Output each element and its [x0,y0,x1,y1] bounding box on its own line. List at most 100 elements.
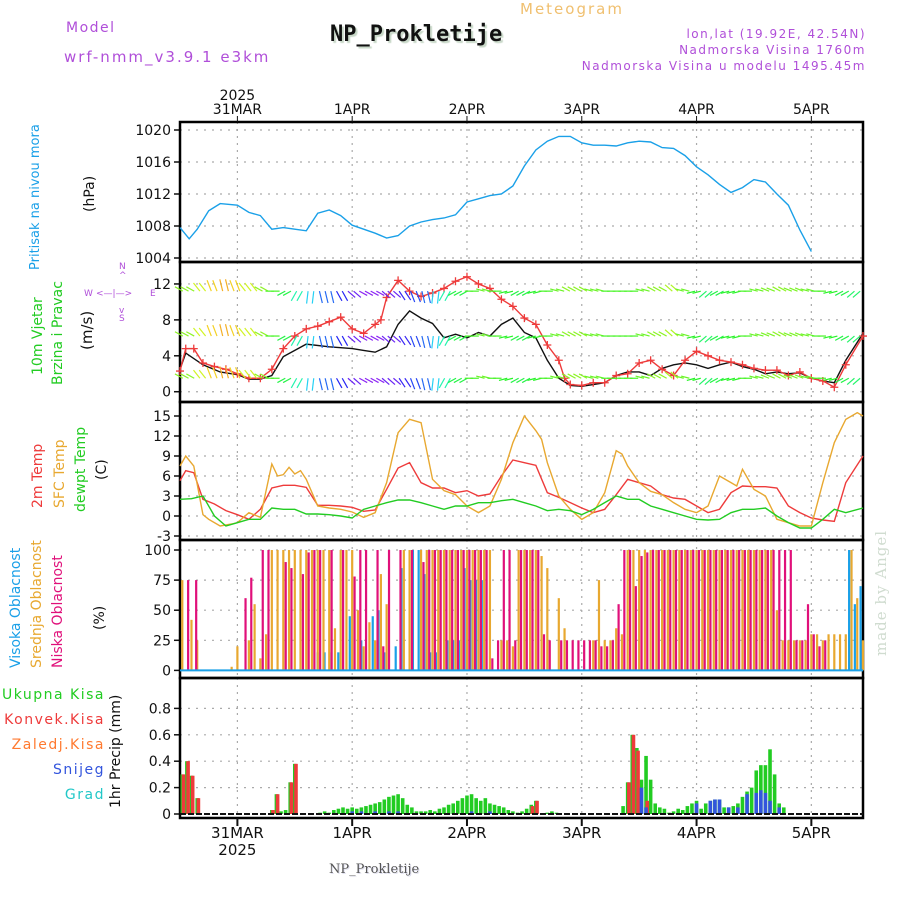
bar-snijeg [488,811,492,814]
wind-barb [282,290,292,296]
bar-ukupna-kisa [460,798,465,814]
bar-srednja-oblacnost [454,550,457,671]
wind-barb [206,367,212,379]
bar-ukupna-kisa [350,807,354,814]
bar-ukupna-kisa [455,800,460,814]
wind-barb [335,335,343,346]
bar-srednja-oblacnost [356,610,360,671]
gust-marker [189,344,198,353]
bar-ukupna-kisa [653,803,658,814]
bottom-x-tick-label: 2APR [447,824,486,842]
wind-barb [704,335,713,343]
wind-barb [311,291,315,304]
wind-barb [715,377,724,384]
bar-niska-oblacnost [313,550,316,671]
series-line-pritisak-na-nivou-mora [179,135,812,252]
wind-barb [658,331,667,337]
bar-niska-oblacnost [640,556,643,671]
wind-barb [387,290,396,298]
wind-barb [290,335,298,346]
bar-ukupna-kisa [341,807,345,814]
wind-barb [409,290,416,303]
wind-barb [306,291,309,304]
bar-konvek-kisa [275,794,280,814]
wind-barb [664,284,673,292]
wind-barb [193,327,201,337]
wind-barb [789,332,798,337]
wind-barb [834,290,844,296]
bar-srednja-oblacnost [253,604,256,671]
wind-barb [444,290,451,302]
bar-srednja-oblacnost [718,550,721,671]
bar-snijeg [396,811,400,814]
wind-barb [840,290,850,296]
bar-niska-oblacnost [732,550,735,671]
y-tick-label: 15 [153,409,171,425]
wind-barb [364,335,374,341]
wind-barb [376,377,385,384]
panel-frame [178,676,865,820]
wind-barb [840,335,850,341]
wind-barb [527,290,536,294]
bar-niska-oblacnost [594,640,597,671]
bar-niska-oblacnost [267,550,270,671]
bar-srednja-oblacnost [385,604,388,671]
bar-srednja-oblacnost [322,550,325,671]
wind-barb [658,373,667,379]
bar-niska-oblacnost [485,550,488,671]
wind-barb [306,378,309,391]
bar-niska-oblacnost [261,550,264,671]
bar-srednja-oblacnost [655,550,658,671]
wind-barb [174,286,184,292]
bar-niska-oblacnost [760,550,764,671]
wind-barb [664,329,673,337]
bar-ukupna-kisa [382,799,387,814]
wind-barb [282,335,292,341]
bar-visoka-oblacnost [859,586,862,671]
gust-marker [256,374,265,383]
compass-icon: N ^ W <—|—> E v S [82,262,162,326]
bar-niska-oblacnost [187,580,190,671]
bar-srednja-oblacnost [856,598,859,671]
wind-barb [324,335,329,349]
gust-marker [830,383,839,392]
bar-ukupna-kisa [731,806,736,814]
wind-barb [720,377,730,382]
y-tick-label: 1004 [135,251,171,267]
wind-barb [715,335,724,341]
bar-niska-oblacnost [422,562,425,671]
bar-ukupna-kisa [763,765,768,814]
bar-ukupna-kisa [368,804,373,814]
bar-konvek-kisa [181,774,186,814]
bar-srednja-oblacnost [758,550,761,671]
bar-ukupna-kisa [451,803,455,814]
wind-barb [641,375,650,379]
bar-niska-oblacnost [674,550,678,671]
bar-srednja-oblacnost [362,646,365,671]
bar-srednja-oblacnost [615,628,618,671]
bar-srednja-oblacnost [729,550,733,671]
gust-marker [566,380,575,389]
bar-srednja-oblacnost [345,550,348,671]
wind-barb [254,331,263,337]
wind-barb [852,290,861,298]
wind-barb [686,335,696,339]
bar-srednja-oblacnost [448,550,451,671]
bar-niska-oblacnost [623,550,626,671]
wind-barb [244,327,252,337]
bar-srednja-oblacnost [661,550,664,671]
wind-barb [476,375,485,379]
y-tick-label: 0 [162,807,171,823]
wind-barb [198,282,207,292]
bar-ukupna-kisa [387,796,391,814]
wind-barb [224,324,229,337]
wind-barb [555,288,565,292]
wind-barb [692,335,701,339]
bar-ukupna-kisa [506,810,511,814]
wind-barb [783,374,793,379]
wind-barb [698,377,707,385]
bar-niska-oblacnost [726,550,729,671]
bar-niska-oblacnost [376,550,379,671]
bar-ukupna-kisa [414,811,419,814]
bar-ukupna-kisa [685,806,690,814]
